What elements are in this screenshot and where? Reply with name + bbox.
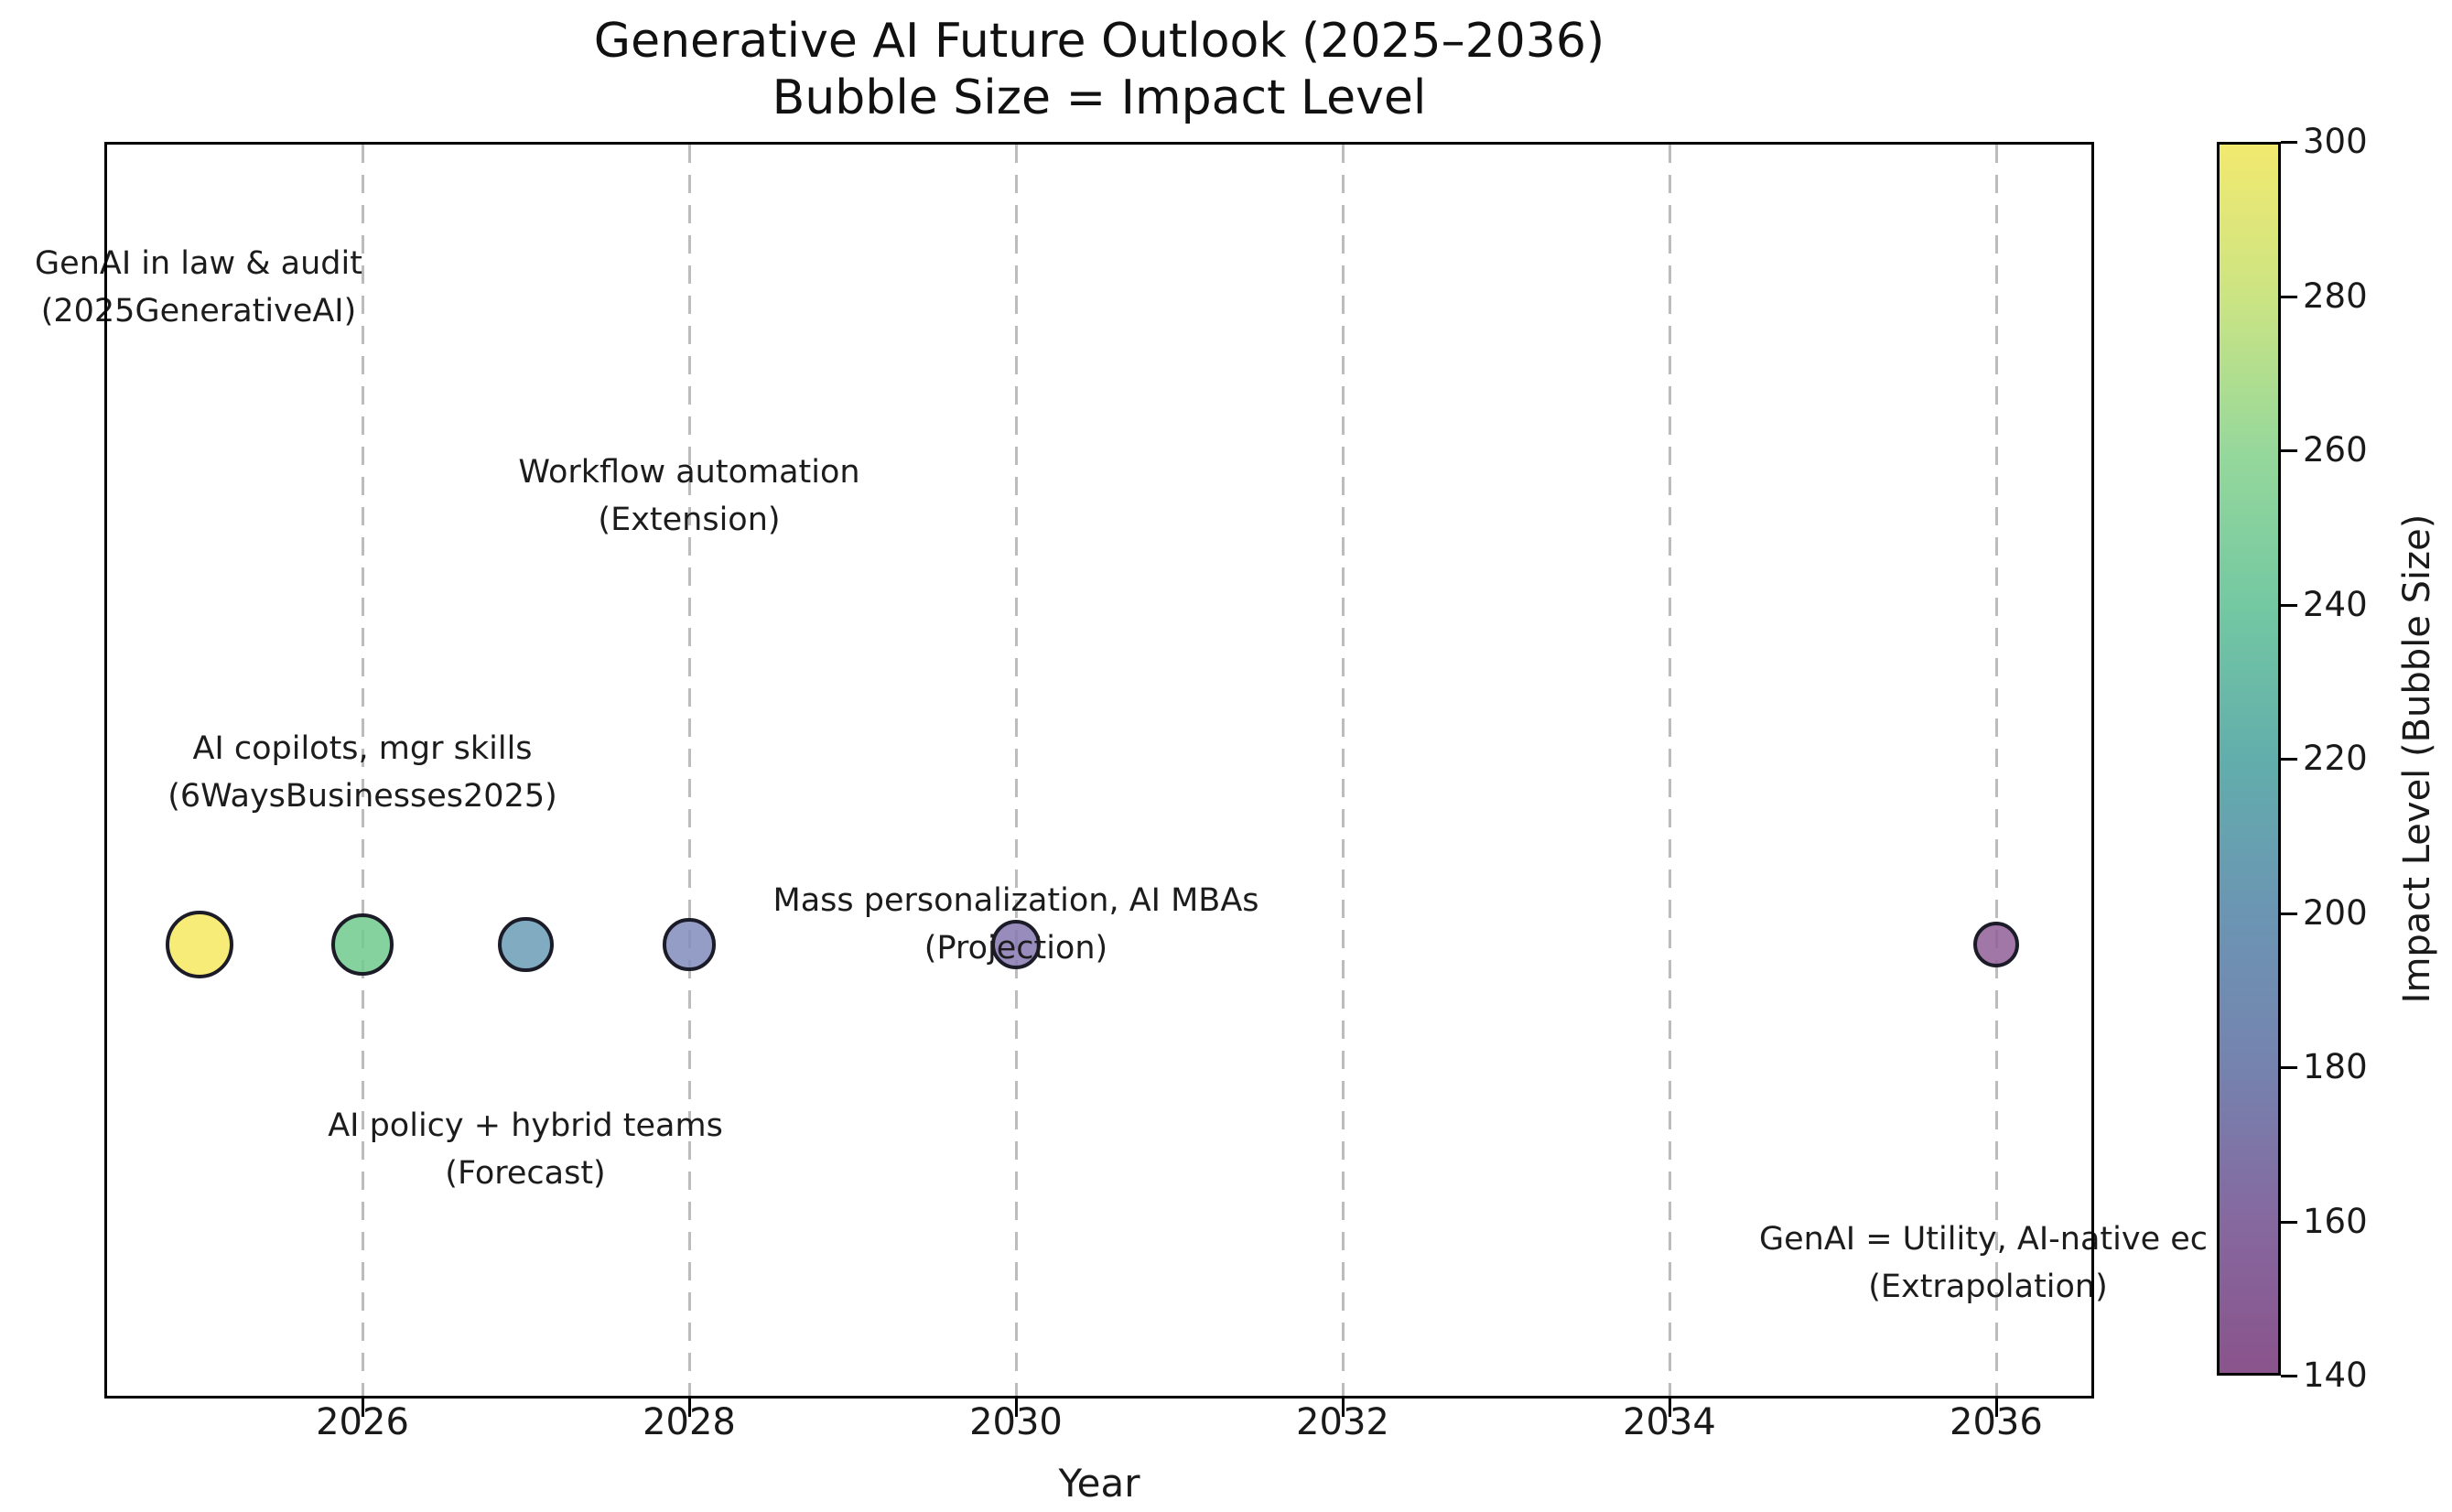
- colorbar-tick-label-300: 300: [2303, 122, 2368, 161]
- x-tick-mark-2036: [1994, 1399, 1998, 1417]
- plot-area-border: [104, 142, 2094, 1399]
- chart-title-line1: Generative AI Future Outlook (2025–2036): [593, 14, 1605, 69]
- colorbar-tick-mark-160: [2281, 1220, 2297, 1224]
- x-tick-label-2036: 2036: [1950, 1401, 2043, 1443]
- colorbar-tick-mark-300: [2281, 141, 2297, 144]
- annotation-2028-source: (Extension): [598, 502, 781, 538]
- colorbar-tick-mark-180: [2281, 1066, 2297, 1069]
- bubble-2025: [165, 911, 233, 978]
- colorbar-tick-mark-140: [2281, 1375, 2297, 1377]
- colorbar-tick-mark-200: [2281, 912, 2297, 915]
- x-tick-label-2032: 2032: [1296, 1401, 1389, 1443]
- colorbar-tick-label-140: 140: [2303, 1355, 2368, 1395]
- bubble-2036: [1972, 921, 2020, 968]
- gridline-2030: [1014, 145, 1018, 1396]
- annotation-2028: Workflow automation (Extension): [518, 448, 859, 544]
- x-tick-mark-2032: [1341, 1399, 1345, 1417]
- colorbar-gradient: [2217, 142, 2281, 1376]
- x-tick-label-2034: 2034: [1623, 1401, 1716, 1443]
- annotation-2036-source: (Extrapolation): [1868, 1269, 2108, 1305]
- gridline-2028: [687, 145, 691, 1396]
- colorbar-tick-label-280: 280: [2303, 275, 2368, 316]
- x-tick-mark-2028: [687, 1399, 691, 1417]
- gridline-2036: [1994, 145, 1998, 1396]
- annotation-2025: GenAI in law & audit (2025GenerativeAI): [35, 240, 362, 335]
- bubble-2030: [990, 919, 1041, 969]
- colorbar-tick-mark-240: [2281, 603, 2297, 607]
- annotation-2028-text: Workflow automation: [518, 454, 860, 491]
- x-tick-label-2030: 2030: [969, 1401, 1063, 1443]
- bubble-2028: [663, 918, 716, 971]
- annotation-2025-source: (2025GenerativeAI): [40, 293, 357, 329]
- annotation-2027-source: (Forecast): [445, 1155, 606, 1192]
- gridline-2034: [1668, 145, 1671, 1396]
- gridline-2032: [1341, 145, 1345, 1396]
- colorbar-tick-mark-280: [2281, 295, 2297, 298]
- annotation-2025-text: GenAI in law & audit: [35, 245, 362, 282]
- colorbar-tick-label-220: 220: [2303, 739, 2368, 778]
- bubble-2027: [498, 916, 554, 973]
- chart-title-line2: Bubble Size = Impact Level: [772, 70, 1427, 125]
- annotation-2026-text: AI copilots, mgr skills: [192, 730, 533, 767]
- colorbar-axis-label: Impact Level (Bubble Size): [2396, 513, 2438, 1004]
- x-tick-label-2028: 2028: [643, 1401, 736, 1443]
- annotation-2026-source: (6WaysBusinesses2025): [167, 778, 557, 815]
- bubble-2026: [331, 913, 394, 976]
- x-axis-label: Year: [1058, 1461, 1140, 1506]
- annotation-2027-text: AI policy + hybrid teams: [328, 1107, 723, 1144]
- colorbar-tick-label-200: 200: [2303, 892, 2368, 933]
- x-tick-mark-2026: [362, 1399, 364, 1417]
- annotation-2036-text: GenAI = Utility, AI-native ec: [1759, 1221, 2208, 1258]
- annotation-2030-text: Mass personalization, AI MBAs: [772, 882, 1259, 919]
- colorbar-tick-mark-260: [2281, 449, 2297, 452]
- colorbar-tick-label-160: 160: [2303, 1201, 2368, 1241]
- annotation-2026: AI copilots, mgr skills (6WaysBusinesses2…: [167, 725, 557, 820]
- annotation-2030: Mass personalization, AI MBAs (Projection…: [773, 877, 1259, 972]
- annotation-2036: GenAI = Utility, AI-native ec (Extrapolat…: [1759, 1215, 2217, 1311]
- x-tick-mark-2034: [1668, 1399, 1671, 1417]
- chart-title: Generative AI Future Outlook (2025–2036)…: [594, 13, 1604, 126]
- colorbar-tick-mark-220: [2281, 758, 2297, 761]
- colorbar-tick-label-260: 260: [2303, 430, 2368, 470]
- colorbar-tick-label-180: 180: [2303, 1047, 2368, 1086]
- annotation-2027: AI policy + hybrid teams (Forecast): [328, 1102, 723, 1197]
- x-tick-label-2026: 2026: [316, 1401, 409, 1443]
- colorbar-tick-label-240: 240: [2303, 584, 2368, 624]
- x-tick-mark-2030: [1014, 1399, 1018, 1417]
- annotation-2030-source: (Projection): [924, 930, 1108, 967]
- gridline-2026: [362, 145, 364, 1396]
